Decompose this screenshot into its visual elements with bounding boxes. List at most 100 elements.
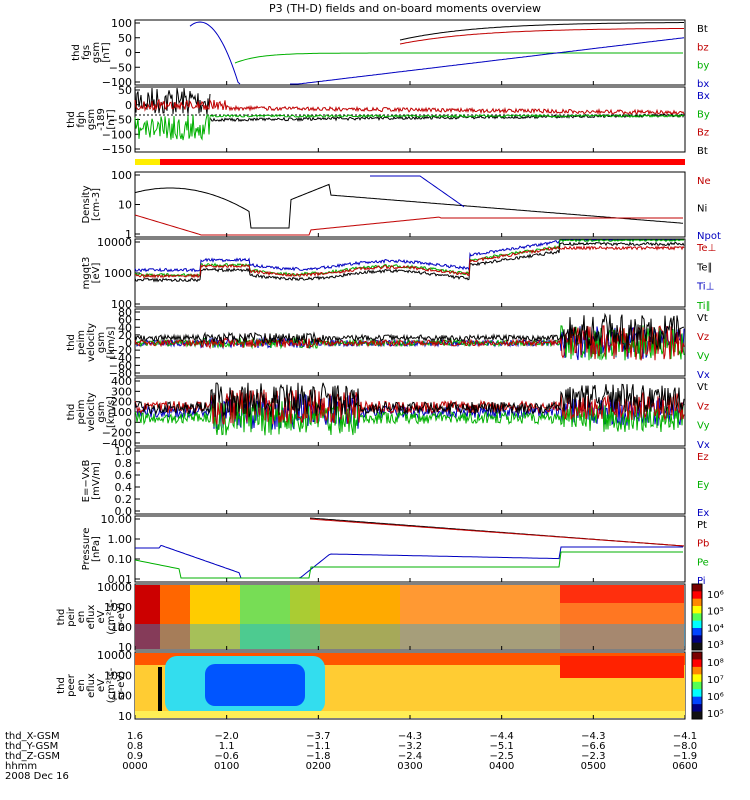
y-axis-label-line: eV (96, 610, 107, 623)
y-axis-label-line: eV (96, 679, 107, 692)
y-axis-label-line: eflux (86, 673, 97, 698)
x-row-value: 0100 (214, 761, 239, 772)
legend-Pi: Pi (697, 576, 706, 587)
bx-trace (189, 21, 241, 85)
y-axis-label: thd peir en eflux eV (cm²-s-sr-eV) (56, 599, 127, 635)
panel-density: 100 10 1 Density [cm-3] Ne Ni Npot (81, 169, 721, 242)
y-axis-label-line: [nPa] (91, 536, 102, 562)
spectrogram-band (240, 585, 290, 649)
x-row-value: −3.7 (306, 731, 330, 742)
colorbar-swatch (692, 591, 702, 600)
colorbar-swatch (692, 659, 702, 668)
x-row-value: 0.9 (127, 751, 143, 762)
x-row-label-0: thd_X-GSM (5, 731, 60, 742)
panel-elec_spec: 10000 1000 100 10 thd peer en eflux eV (cm²-s-sr-… (56, 649, 724, 723)
legend-Vz: Vz (697, 332, 709, 343)
legend-Ti∥: Ti∥ (696, 301, 711, 312)
legend-Ne: Ne (697, 176, 711, 187)
y-tick-label: −150 (102, 143, 132, 156)
by-late-trace (209, 113, 685, 118)
y-tick-label: 100 (111, 406, 132, 419)
colorbar-swatch (692, 674, 702, 683)
x-row-value: −1.1 (306, 741, 330, 752)
y-axis-label: thd peim velocity gsm [km/s] (66, 323, 117, 362)
panel-frame (134, 86, 686, 153)
x-row-value: −4.3 (581, 731, 605, 742)
y-axis-label-line: Density (81, 185, 92, 223)
legend-bz: bz (697, 42, 709, 53)
y-axis-label-line: peim (76, 399, 87, 424)
legend-Vt: Vt (697, 382, 708, 393)
y-axis-label-line: [km/s] (106, 396, 117, 428)
y-axis-label-line: velocity (86, 323, 97, 362)
y-tick-label: 0.10 (108, 553, 133, 566)
x-row-value: −5.1 (490, 741, 514, 752)
y-tick-label: 50 (118, 32, 132, 45)
colorbar-swatch (692, 598, 702, 607)
panel-fgh: 50 0 −50−100 −150 thd fgh gsm -189 [nT] Bx By Bz Bt (66, 84, 710, 157)
y-axis-label-line: sr-eV) (116, 671, 127, 700)
spectrogram-band (160, 585, 190, 649)
colorbar-swatch (692, 642, 702, 651)
x-row-value: −2.0 (215, 731, 239, 742)
y-axis-label-line: fgs (81, 45, 92, 60)
x-row-label-3: hhmm (5, 761, 37, 772)
colorbar-frame (691, 651, 703, 720)
y-axis-label-line: (cm²-s- (106, 667, 117, 703)
y-axis-label-line: eflux (86, 605, 97, 630)
legend-Vx: Vx (697, 370, 710, 381)
mode-bar (135, 159, 685, 165)
y-axis-label-line: thd (56, 677, 67, 694)
y-tick-label: 1 (125, 228, 132, 241)
ne-trace (134, 214, 683, 236)
y-tick-label: −40 (109, 352, 132, 365)
colorbar: 10⁸ 10⁷ 10⁶ 10⁵ (691, 651, 724, 720)
colorbar-label: 10⁶ (707, 692, 724, 703)
legend-Vy: Vy (697, 421, 710, 432)
x-row-value: −0.6 (215, 751, 239, 762)
spectrogram-band (320, 585, 400, 649)
y-axis-label: E=−VxB [mV/m] (81, 460, 102, 503)
y-tick-label: 100 (111, 690, 132, 703)
colorbar-swatch (692, 620, 702, 629)
x-row-value: −8.0 (673, 741, 697, 752)
y-axis-label-line: peim (76, 330, 87, 355)
panel-frame (134, 238, 686, 308)
y-axis-label-line: en (76, 611, 87, 624)
y-axis-label-line: [nT] (101, 42, 112, 62)
chart-title: P3 (TH-D) fields and on-board moments ov… (269, 2, 541, 15)
y-tick-label: 0.2 (115, 493, 133, 506)
legend-Te⊥: Te⊥ (696, 243, 716, 254)
colorbar-swatch (692, 606, 702, 614)
legend-By: By (697, 109, 710, 120)
v-trace (134, 312, 684, 351)
panel-efield: 1.00.80.60.40.20.0 E=−VxB [mV/m] Ez Ey Ex (81, 445, 709, 519)
y-axis-label: thd fgs gsm [nT] (71, 42, 112, 63)
y-axis-label-line: thd (66, 111, 77, 128)
colorbar-label: 10⁵ (707, 709, 724, 720)
y-tick-label: 0 (125, 337, 132, 350)
colorbar-swatch (692, 681, 702, 690)
y-axis-label-line: E=−VxB (81, 460, 92, 503)
colorbar-swatch (692, 704, 702, 713)
spectrogram-bottom (135, 711, 685, 718)
x-row-value: −2.5 (490, 751, 514, 762)
bz-trace (399, 28, 684, 45)
spectrogram-band (190, 585, 240, 649)
y-axis-label-line: gsm (96, 332, 107, 353)
legend-Ni: Ni (697, 204, 707, 215)
y-tick-label: 1000 (104, 669, 132, 682)
legend-Bt: Bt (697, 24, 708, 35)
spectrogram-low-energy (135, 624, 685, 649)
y-tick-label: 0 (125, 416, 132, 429)
legend-Pb: Pb (697, 539, 709, 550)
legend-Npot: Npot (697, 231, 721, 242)
y-tick-label: 0 (125, 99, 132, 112)
colorbar-swatch (692, 613, 702, 622)
legend-by: by (697, 61, 709, 72)
x-row-value: 0200 (306, 761, 331, 772)
y-axis-label-line: gsm (91, 42, 102, 63)
colorbar-swatch (692, 689, 702, 698)
y-tick-label: 10 (118, 199, 132, 212)
